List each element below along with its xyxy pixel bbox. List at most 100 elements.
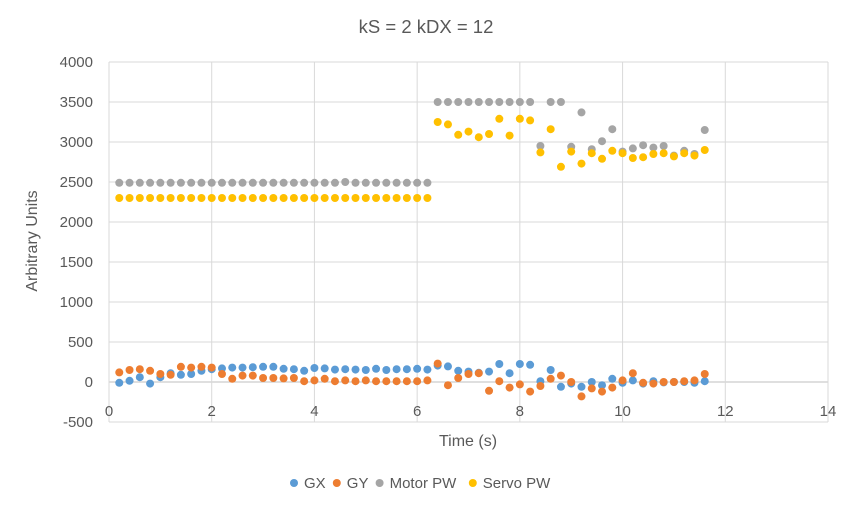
data-point: [649, 150, 658, 158]
data-point: [443, 381, 452, 390]
data-point: [320, 364, 329, 373]
data-point: [608, 383, 617, 392]
data-point: [238, 371, 247, 380]
data-point: [485, 130, 494, 138]
data-point: [495, 98, 504, 106]
x-axis-ticks: 0 2 4 6 8 10 12 14: [105, 403, 837, 420]
data-point: [187, 178, 196, 187]
data-point: [515, 98, 524, 106]
data-point: [135, 194, 144, 202]
data-point: [238, 363, 247, 372]
data-point: [228, 374, 237, 383]
data-point: [289, 194, 298, 202]
data-point: [485, 98, 494, 106]
data-point: [587, 378, 596, 386]
data-point: [464, 127, 473, 136]
data-point: [690, 151, 699, 160]
data-points: [115, 98, 709, 401]
data-point: [207, 178, 216, 187]
data-point: [115, 194, 124, 202]
data-point: [166, 370, 175, 379]
data-point: [495, 360, 504, 368]
data-point: [433, 98, 442, 106]
gridlines: [108, 61, 829, 423]
data-point: [248, 178, 257, 187]
data-point: [659, 378, 668, 386]
data-point: [146, 194, 155, 202]
data-point: [608, 146, 617, 155]
data-point: [433, 118, 442, 126]
legend-item: GY: [332, 475, 368, 492]
data-point: [546, 125, 555, 134]
data-point: [598, 387, 607, 396]
data-point: [187, 194, 196, 202]
data-point: [146, 178, 155, 187]
data-point: [382, 366, 391, 374]
data-point: [320, 178, 329, 187]
data-point: [341, 178, 350, 186]
data-point: [515, 360, 524, 368]
data-point: [587, 384, 596, 393]
data-point: [228, 194, 237, 202]
data-point: [125, 178, 134, 187]
data-point: [639, 141, 648, 150]
data-point: [207, 363, 216, 372]
data-point: [310, 376, 319, 385]
data-point: [217, 194, 226, 202]
data-point: [598, 381, 607, 390]
data-point: [536, 382, 545, 390]
x-tick-label: 10: [614, 403, 631, 420]
data-point: [166, 194, 175, 202]
data-point: [300, 194, 309, 202]
data-point: [556, 371, 565, 380]
data-point: [556, 382, 565, 391]
x-tick-label: 0: [105, 403, 113, 420]
data-point: [423, 376, 432, 385]
data-point: [238, 178, 247, 187]
data-point: [156, 178, 165, 187]
data-point: [485, 386, 494, 395]
data-point: [115, 378, 124, 387]
data-point: [248, 194, 257, 202]
data-point: [187, 370, 196, 378]
data-point: [146, 379, 155, 388]
data-point: [228, 178, 237, 187]
data-point: [372, 194, 381, 202]
legend-marker: [468, 479, 477, 487]
data-point: [300, 178, 309, 187]
data-point: [269, 374, 278, 382]
data-point: [464, 98, 473, 106]
data-point: [351, 178, 360, 187]
x-tick-label: 12: [717, 403, 734, 420]
data-point: [495, 377, 504, 386]
data-point: [526, 360, 535, 369]
data-point: [618, 376, 627, 385]
data-point: [618, 149, 627, 158]
data-point: [176, 178, 185, 187]
series-servo-pw: [115, 114, 709, 202]
data-point: [361, 366, 370, 374]
data-point: [402, 365, 411, 374]
y-tick-label: 3000: [60, 134, 93, 151]
y-tick-label: -500: [63, 414, 93, 431]
data-point: [115, 178, 124, 187]
data-point: [135, 373, 144, 382]
data-point: [649, 143, 658, 152]
data-point: [443, 362, 452, 371]
data-point: [176, 370, 185, 379]
data-point: [392, 377, 401, 386]
data-point: [197, 194, 206, 202]
data-point: [351, 377, 360, 386]
data-point: [402, 178, 411, 187]
data-point: [156, 370, 165, 378]
data-point: [659, 142, 668, 150]
legend-label: GX: [304, 475, 326, 492]
data-point: [392, 365, 401, 374]
data-point: [176, 362, 185, 371]
data-point: [413, 194, 422, 202]
data-point: [628, 144, 637, 153]
data-point: [392, 178, 401, 187]
data-point: [197, 178, 206, 187]
legend-item: GX: [290, 475, 326, 492]
